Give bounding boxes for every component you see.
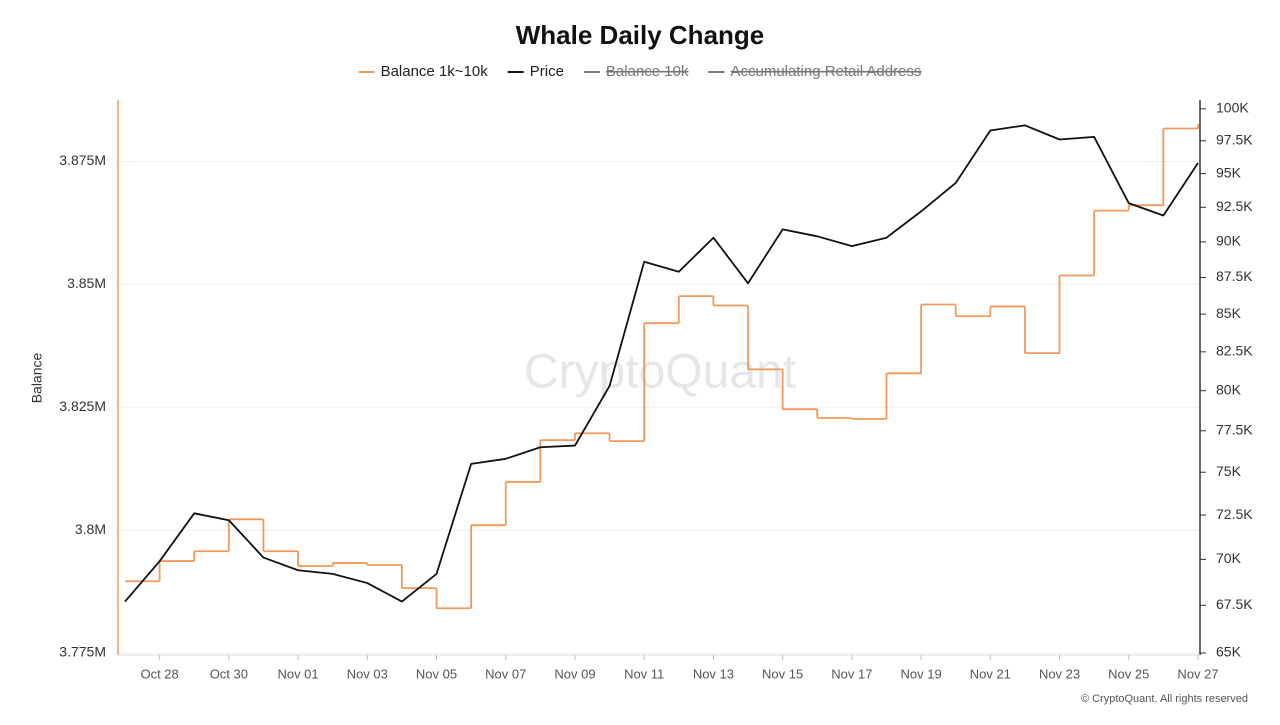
y2-tick-label: 75K [1216, 463, 1242, 479]
x-tick-label: Nov 11 [624, 666, 664, 681]
y2-tick-label: 92.5K [1216, 198, 1253, 214]
x-tick-label: Nov 07 [485, 666, 526, 681]
legend-label: Balance 1k~10k [381, 63, 489, 80]
legend-item[interactable]: Price [507, 63, 564, 80]
x-tick-label: Nov 17 [831, 666, 872, 681]
x-tick-label: Nov 15 [762, 666, 803, 681]
legend-item[interactable]: Balance 10k [583, 63, 689, 80]
x-tick-label: Oct 28 [140, 666, 178, 681]
footer: © CryptoQuant. All rights reserved [1081, 693, 1248, 705]
y-tick-label: 3.8M [75, 521, 106, 537]
legend-item[interactable]: Accumulating Retail Address [708, 63, 922, 80]
y2-tick-label: 82.5K [1216, 343, 1253, 359]
x-tick-label: Nov 03 [347, 666, 388, 681]
x-tick-label: Nov 01 [277, 666, 318, 681]
y-tick-label: 3.825M [59, 398, 106, 414]
y-tick-label: 3.85M [67, 275, 106, 291]
y2-tick-label: 85K [1216, 305, 1242, 321]
y2-tick-label: 87.5K [1216, 268, 1253, 284]
y2-tick-label: 95K [1216, 164, 1242, 180]
x-tick-label: Nov 13 [693, 666, 734, 681]
y2-tick-label: 80K [1216, 381, 1242, 397]
x-tick-label: Nov 21 [970, 666, 1011, 681]
x-tick-label: Nov 25 [1108, 666, 1149, 681]
y2-tick-label: 67.5K [1216, 596, 1253, 612]
y-tick-label: 3.775M [59, 644, 106, 660]
legend-label: Balance 10k [606, 63, 689, 80]
x-tick-label: Nov 09 [554, 666, 595, 681]
y2-tick-label: 97.5K [1216, 131, 1253, 147]
x-tick-label: Nov 05 [416, 666, 457, 681]
y2-tick-label: 90K [1216, 233, 1242, 249]
chart-title: Whale Daily Change [516, 20, 765, 50]
price-line [124, 124, 1199, 603]
y2-tick-label: 65K [1216, 644, 1242, 660]
y2-tick-label: 77.5K [1216, 422, 1253, 438]
legend: Balance 1k~10k Price Balance 10k Accumulati… [358, 63, 922, 80]
y2-tick-label: 70K [1216, 550, 1242, 566]
x-tick-label: Nov 19 [900, 666, 941, 681]
x-tick-label: Nov 27 [1177, 666, 1218, 681]
y-axis-title: Balance [29, 352, 45, 403]
y2-tick-label: 100K [1216, 100, 1249, 116]
legend-item[interactable]: Balance 1k~10k [358, 63, 489, 80]
watermark: CryptoQuant [524, 346, 796, 399]
y-tick-label: 3.875M [59, 152, 106, 168]
legend-label: Accumulating Retail Address [730, 63, 921, 80]
legend-label: Price [530, 63, 564, 80]
x-tick-label: Oct 30 [210, 666, 248, 681]
y2-tick-label: 72.5K [1216, 506, 1253, 522]
x-tick-label: Nov 23 [1039, 666, 1080, 681]
